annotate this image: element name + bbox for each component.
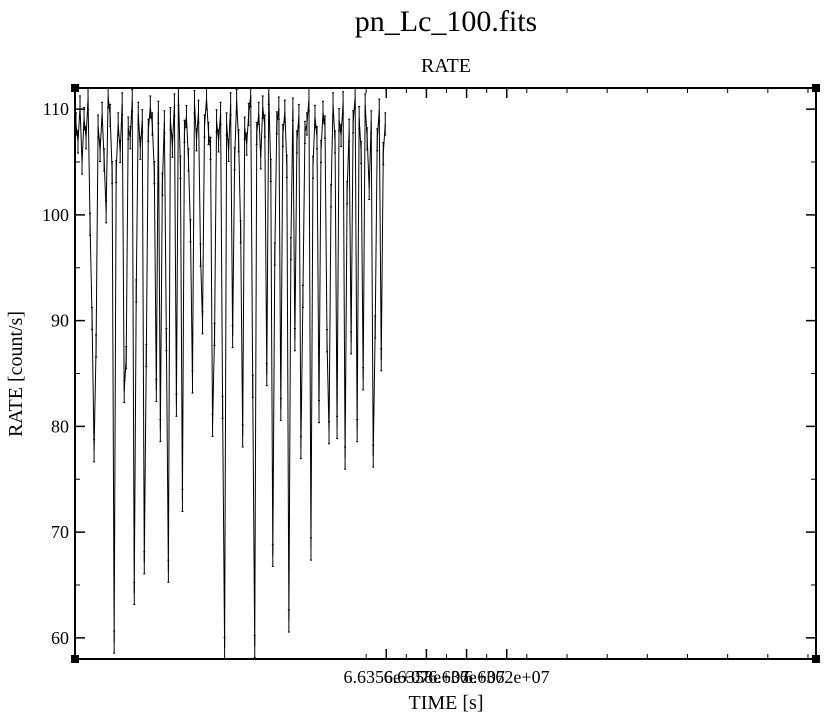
plot-area: 60 70 80 90 100 110 6.6356e+076.6358e+076.636e… (42, 84, 820, 687)
y-tick-label: 80 (51, 416, 69, 436)
chart-subtitle: RATE (421, 55, 471, 77)
plot-frame (74, 87, 817, 660)
frame-corner-marker (812, 84, 820, 92)
frame-corner-marker (71, 655, 79, 663)
y-tick-label: 90 (51, 311, 69, 331)
x-tick-label: 6.6356e+07 (343, 667, 429, 687)
chart-title: pn_Lc_100.fits (355, 5, 537, 38)
y-tick-label: 110 (43, 99, 69, 119)
y-tick-label: 60 (51, 628, 69, 648)
data-marks (75, 88, 387, 659)
x-axis-label: TIME [s] (409, 692, 484, 714)
y-axis-label: RATE [count/s] (5, 311, 27, 437)
y-tick-label: 70 (51, 522, 69, 542)
frame-corner-marker (812, 655, 820, 663)
y-tick-label: 100 (42, 205, 69, 225)
series-line (75, 93, 386, 649)
x-tick-label: 6.6358e+07 (384, 667, 470, 687)
x-tick-label: 6.636e+07 (428, 667, 505, 687)
x-tick-label: 6.6362e+07 (464, 667, 550, 687)
frame-corner-marker (71, 84, 79, 92)
